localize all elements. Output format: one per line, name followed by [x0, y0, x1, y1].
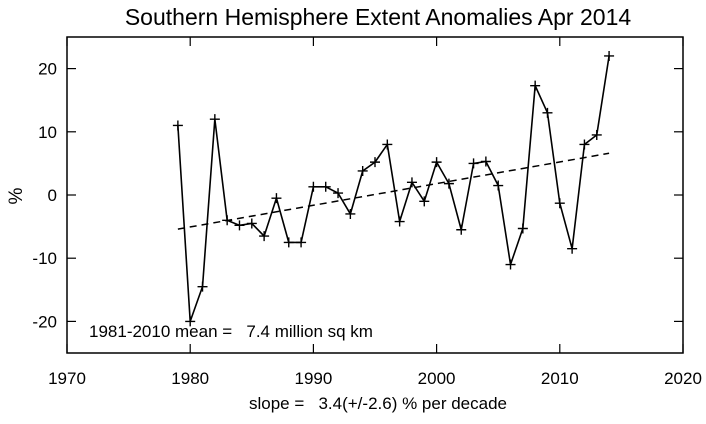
plot-frame — [66, 36, 684, 354]
data-point — [542, 107, 553, 118]
data-point — [579, 139, 590, 150]
trend-line — [177, 152, 610, 230]
x-axis: 1970 1980 1990 2000 2010 2020 — [48, 37, 702, 388]
data-point — [517, 223, 528, 234]
data-point — [419, 196, 430, 207]
y-tick-label: 10 — [38, 123, 57, 142]
y-tick-label: 0 — [48, 186, 57, 205]
data-point — [357, 165, 368, 176]
data-point — [185, 316, 196, 327]
data-point — [172, 120, 183, 131]
x-tick-label: 2020 — [664, 369, 702, 388]
data-point — [271, 193, 282, 204]
data-point — [308, 181, 319, 192]
data-point — [197, 281, 208, 292]
data-point — [468, 158, 479, 169]
series-line — [177, 55, 610, 322]
data-point — [296, 237, 307, 248]
data-point — [370, 157, 380, 168]
data-point — [320, 181, 331, 192]
x-tick-label: 1990 — [294, 369, 332, 388]
data-point — [604, 50, 615, 61]
data-point — [480, 156, 491, 167]
x-tick-label: 1970 — [48, 369, 86, 388]
data-point — [443, 178, 454, 189]
data-point — [591, 129, 602, 140]
y-tick-label: 20 — [38, 60, 57, 79]
x-tick-label: 2000 — [418, 369, 456, 388]
x-tick-label: 2010 — [541, 369, 579, 388]
data-point — [234, 220, 245, 231]
data-point — [333, 188, 344, 199]
data-point — [406, 177, 417, 188]
y-tick-label: -10 — [32, 249, 57, 268]
plot-area: 1970 1980 1990 2000 2010 2020 -20 -10 0 10 20 — [32, 36, 702, 388]
data-point — [530, 80, 541, 91]
data-point — [246, 218, 257, 229]
data-point — [505, 259, 516, 270]
slope-annotation: slope = 3.4(+/-2.6) % per decade — [249, 394, 507, 413]
data-point — [345, 208, 356, 219]
data-point — [259, 231, 270, 242]
data-point — [283, 237, 294, 248]
chart-title: Southern Hemisphere Extent Anomalies Apr… — [125, 4, 632, 30]
mean-annotation: 1981-2010 mean = 7.4 million sq km — [89, 322, 373, 341]
data-point — [554, 198, 565, 209]
y-tick-label: -20 — [32, 312, 57, 331]
x-tick-label: 1980 — [171, 369, 209, 388]
data-point — [431, 157, 442, 168]
y-axis-label: % — [6, 187, 27, 204]
data-point — [382, 139, 393, 150]
data-point — [394, 216, 405, 227]
y-axis: -20 -10 0 10 20 — [32, 60, 683, 331]
data-point — [493, 180, 504, 191]
data-point — [456, 224, 467, 235]
data-markers — [172, 50, 615, 327]
data-point — [222, 215, 233, 226]
data-point — [567, 243, 578, 254]
data-point — [209, 114, 220, 125]
